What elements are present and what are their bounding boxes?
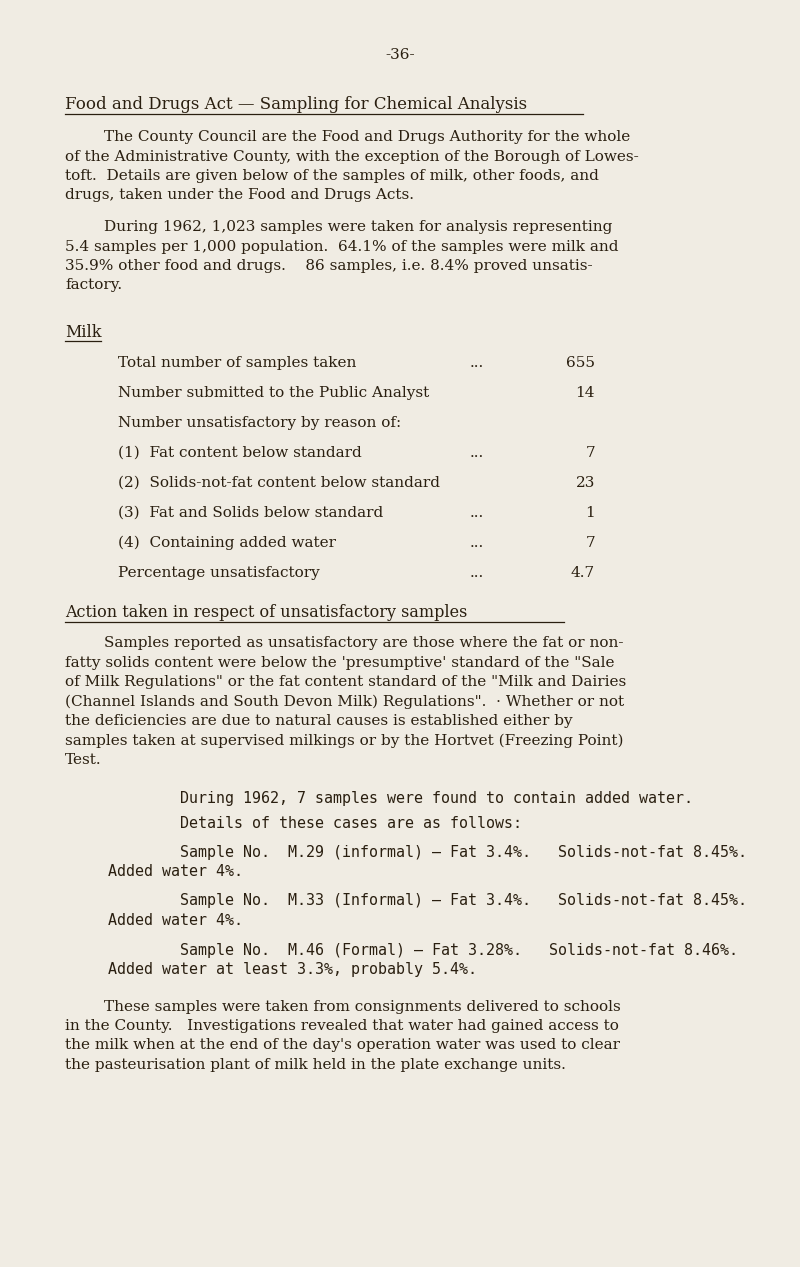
Text: of Milk Regulations" or the fat content standard of the "Milk and Dairies: of Milk Regulations" or the fat content … [65,675,626,689]
Text: ...: ... [470,356,484,370]
Text: Added water 4%.: Added water 4%. [108,914,243,927]
Text: ...: ... [470,536,484,550]
Text: Samples reported as unsatisfactory are those where the fat or non-: Samples reported as unsatisfactory are t… [65,636,623,650]
Text: samples taken at supervised milkings or by the Hortvet (Freezing Point): samples taken at supervised milkings or … [65,734,623,748]
Text: 7: 7 [586,446,595,460]
Text: the pasteurisation plant of milk held in the plate exchange units.: the pasteurisation plant of milk held in… [65,1058,566,1072]
Text: ...: ... [470,446,484,460]
Text: Added water 4%.: Added water 4%. [108,864,243,879]
Text: -36-: -36- [385,48,415,62]
Text: During 1962, 7 samples were found to contain added water.: During 1962, 7 samples were found to con… [108,791,693,806]
Text: Number unsatisfactory by reason of:: Number unsatisfactory by reason of: [118,416,402,430]
Text: 35.9% other food and drugs.    86 samples, i.e. 8.4% proved unsatis-: 35.9% other food and drugs. 86 samples, … [65,258,593,272]
Text: toft.  Details are given below of the samples of milk, other foods, and: toft. Details are given below of the sam… [65,169,599,182]
Text: in the County.   Investigations revealed that water had gained access to: in the County. Investigations revealed t… [65,1019,619,1033]
Text: Added water at least 3.3%, probably 5.4%.: Added water at least 3.3%, probably 5.4%… [108,962,477,977]
Text: 655: 655 [566,356,595,370]
Text: drugs, taken under the Food and Drugs Acts.: drugs, taken under the Food and Drugs Ac… [65,189,414,203]
Text: 23: 23 [576,476,595,490]
Text: (4)  Containing added water: (4) Containing added water [118,536,336,550]
Text: 4.7: 4.7 [571,566,595,580]
Text: During 1962, 1,023 samples were taken for analysis representing: During 1962, 1,023 samples were taken fo… [65,220,612,234]
Text: Milk: Milk [65,324,102,341]
Text: Details of these cases are as follows:: Details of these cases are as follows: [108,816,522,831]
Text: (3)  Fat and Solids below standard: (3) Fat and Solids below standard [118,506,383,519]
Text: 5.4 samples per 1,000 population.  64.1% of the samples were milk and: 5.4 samples per 1,000 population. 64.1% … [65,239,618,253]
Text: Total number of samples taken: Total number of samples taken [118,356,356,370]
Text: Number submitted to the Public Analyst: Number submitted to the Public Analyst [118,386,430,400]
Text: (1)  Fat content below standard: (1) Fat content below standard [118,446,362,460]
Text: 7: 7 [586,536,595,550]
Text: Food and Drugs Act — Sampling for Chemical Analysis: Food and Drugs Act — Sampling for Chemic… [65,96,527,113]
Text: Percentage unsatisfactory: Percentage unsatisfactory [118,566,320,580]
Text: Sample No.  M.46 (Formal) — Fat 3.28%.   Solids-not-fat 8.46%.: Sample No. M.46 (Formal) — Fat 3.28%. So… [108,943,738,958]
Text: Action taken in respect of unsatisfactory samples: Action taken in respect of unsatisfactor… [65,604,467,621]
Text: Test.: Test. [65,753,102,767]
Text: Sample No.  M.29 (informal) — Fat 3.4%.   Solids-not-fat 8.45%.: Sample No. M.29 (informal) — Fat 3.4%. S… [108,845,747,859]
Text: 14: 14 [575,386,595,400]
Text: ...: ... [470,506,484,519]
Text: Sample No.  M.33 (Informal) — Fat 3.4%.   Solids-not-fat 8.45%.: Sample No. M.33 (Informal) — Fat 3.4%. S… [108,893,747,908]
Text: (Channel Islands and South Devon Milk) Regulations".  · Whether or not: (Channel Islands and South Devon Milk) R… [65,694,624,710]
Text: of the Administrative County, with the exception of the Borough of Lowes-: of the Administrative County, with the e… [65,150,638,163]
Text: The County Council are the Food and Drugs Authority for the whole: The County Council are the Food and Drug… [65,131,630,144]
Text: the deficiencies are due to natural causes is established either by: the deficiencies are due to natural caus… [65,715,573,729]
Text: These samples were taken from consignments delivered to schools: These samples were taken from consignmen… [65,1000,621,1014]
Text: (2)  Solids-not-fat content below standard: (2) Solids-not-fat content below standar… [118,476,440,490]
Text: fatty solids content were below the 'presumptive' standard of the "Sale: fatty solids content were below the 'pre… [65,655,614,669]
Text: factory.: factory. [65,279,122,293]
Text: 1: 1 [586,506,595,519]
Text: ...: ... [470,566,484,580]
Text: the milk when at the end of the day's operation water was used to clear: the milk when at the end of the day's op… [65,1039,620,1053]
